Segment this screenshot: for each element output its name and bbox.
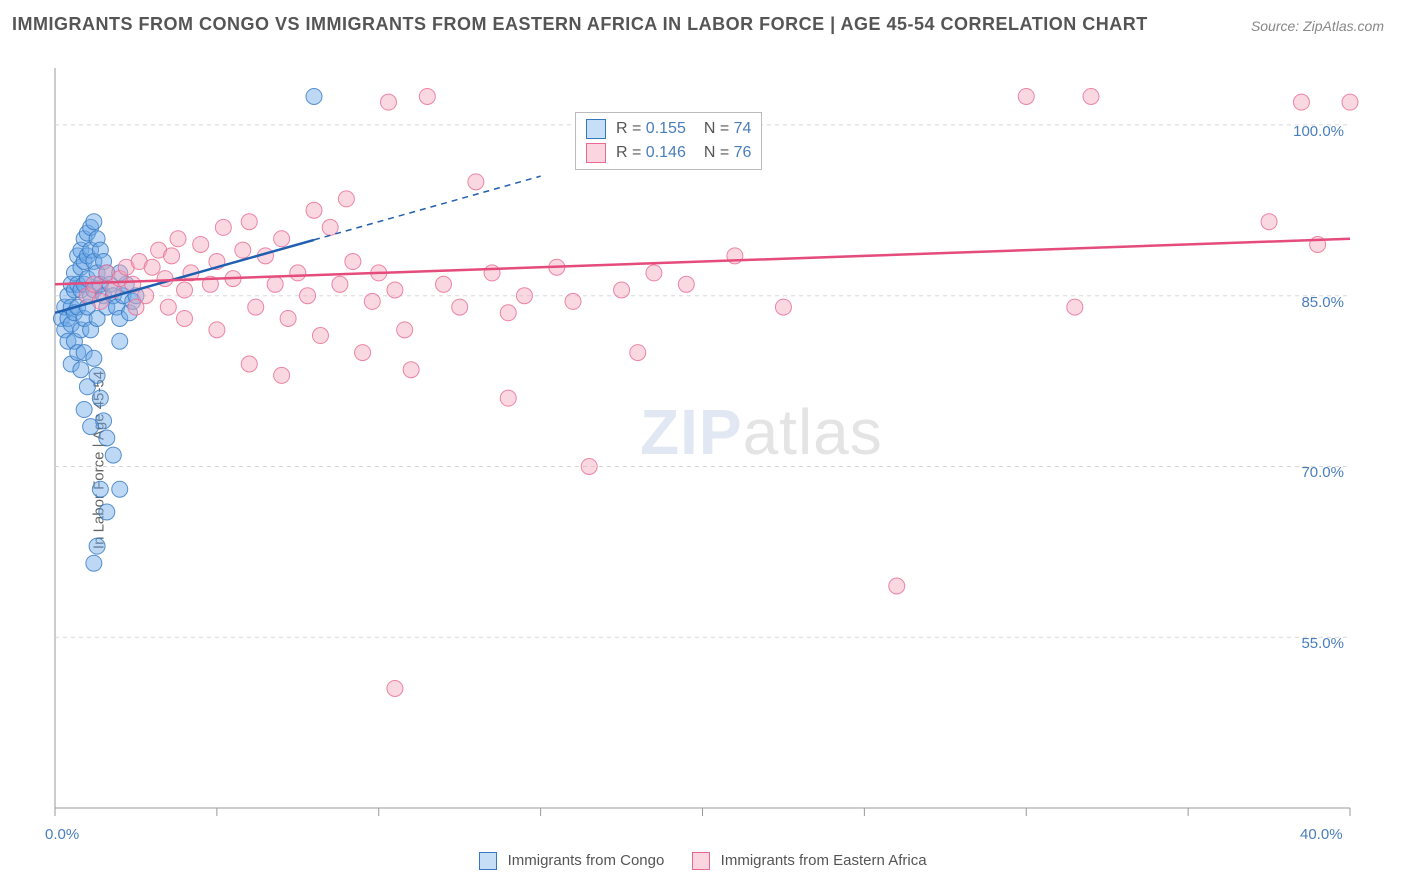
legend-swatch-icon [692,852,710,870]
legend-label: Immigrants from Eastern Africa [721,852,927,869]
y-tick-label: 55.0% [1301,635,1344,652]
legend-item-eastern-africa: Immigrants from Eastern Africa [692,852,926,870]
correlation-row: R = 0.146 N = 76 [586,141,751,165]
legend-label: Immigrants from Congo [508,852,665,869]
x-tick-label: 40.0% [1300,826,1343,843]
chart-title: IMMIGRANTS FROM CONGO VS IMMIGRANTS FROM… [12,14,1148,35]
y-tick-label: 85.0% [1301,294,1344,311]
r-label: R = 0.146 [616,144,686,162]
legend: Immigrants from Congo Immigrants from Ea… [0,852,1406,870]
legend-swatch-icon [479,852,497,870]
n-label: N = 74 [704,120,752,138]
scatter-plot [0,50,1406,850]
chart-container: In Labor Force | Age 45-54 ZIPatlas R = … [0,50,1406,870]
r-label: R = 0.155 [616,120,686,138]
x-tick-label: 0.0% [45,826,79,843]
y-tick-label: 70.0% [1301,464,1344,481]
y-tick-label: 100.0% [1293,123,1344,140]
n-label: N = 76 [704,144,752,162]
legend-item-congo: Immigrants from Congo [479,852,664,870]
series-swatch-icon [586,143,606,163]
correlation-box: R = 0.155 N = 74 R = 0.146 N = 76 [575,112,762,170]
correlation-row: R = 0.155 N = 74 [586,117,751,141]
series-swatch-icon [586,119,606,139]
source-label: Source: ZipAtlas.com [1251,18,1384,34]
